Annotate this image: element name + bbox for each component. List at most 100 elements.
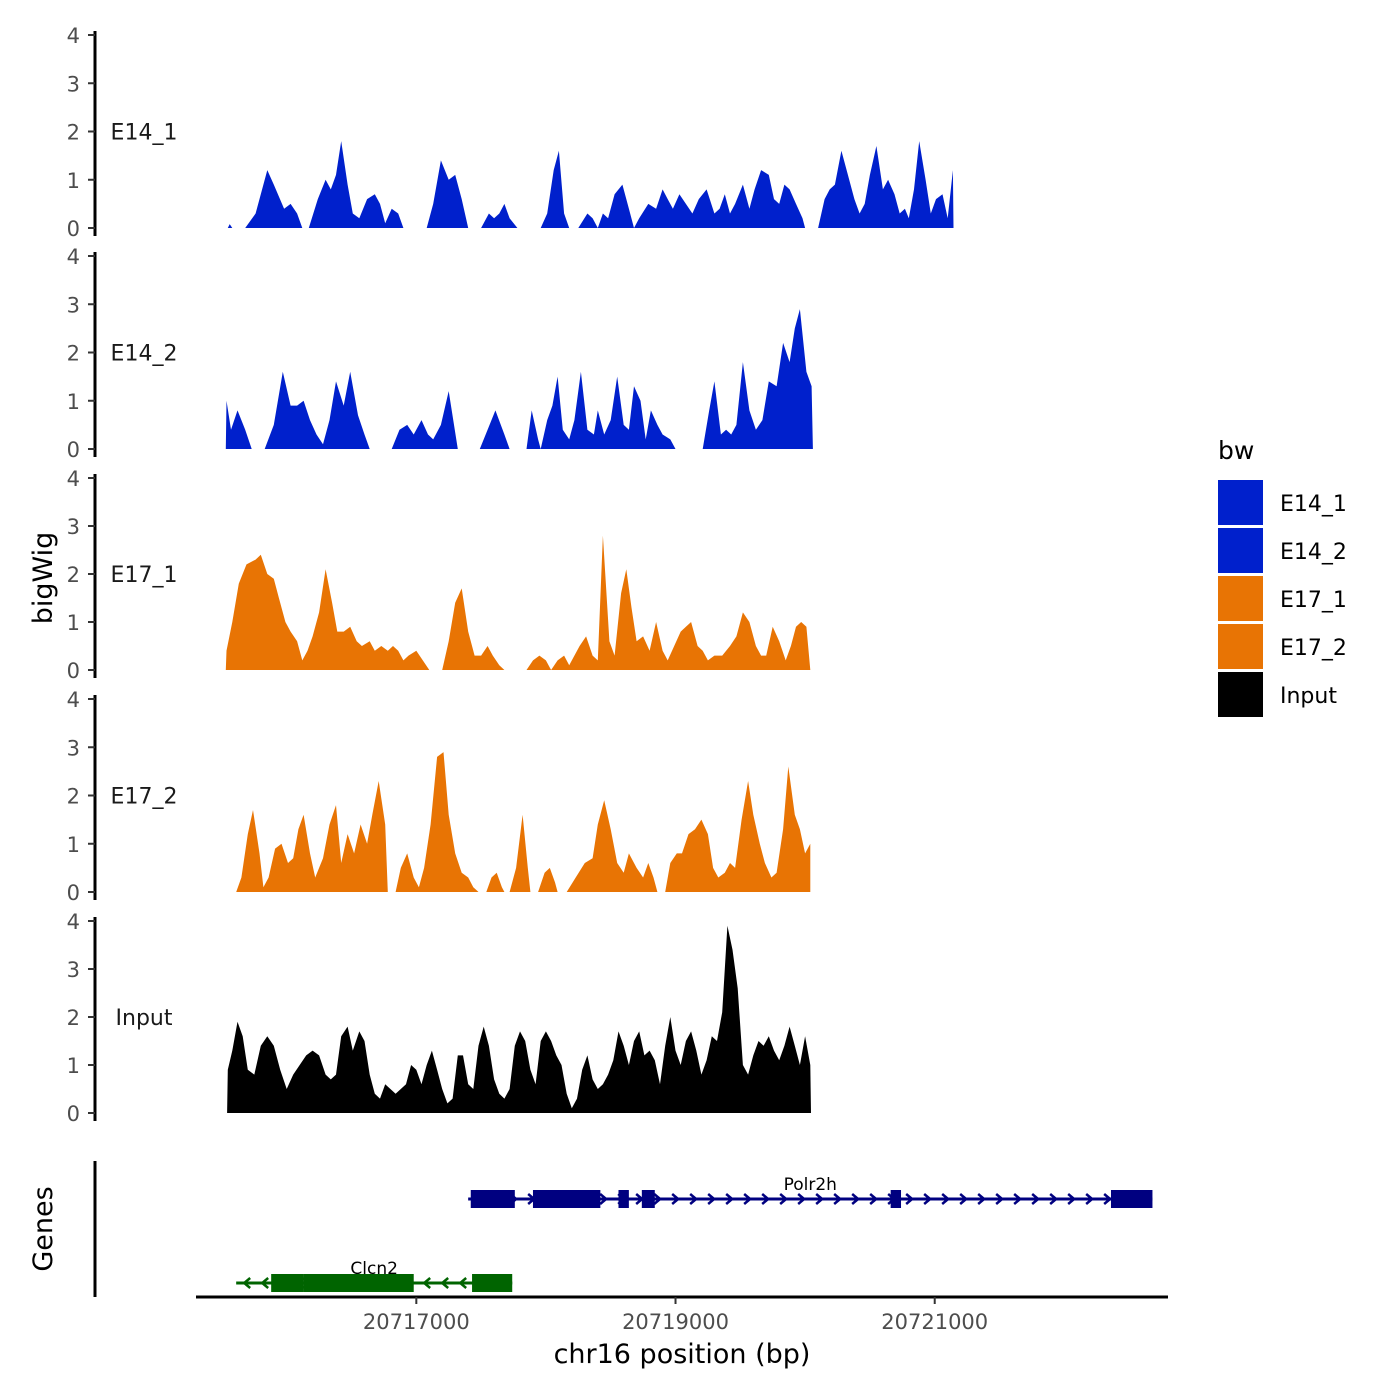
strand-arrow	[689, 1193, 699, 1205]
strand-arrow	[905, 1193, 915, 1205]
legend-title: bw	[1218, 436, 1254, 465]
strand-arrow	[725, 1193, 735, 1205]
x-tick-label: 20721000	[881, 1310, 988, 1334]
legend-label: E17_1	[1280, 588, 1347, 613]
exon	[532, 1190, 601, 1208]
strand-arrow	[242, 1277, 251, 1289]
strand-arrow	[422, 1277, 431, 1289]
y-tick-label: 1	[67, 169, 80, 193]
y-tick-label: 2	[67, 121, 80, 145]
y-tick-label: 3	[67, 736, 80, 760]
strand-arrow	[1049, 1193, 1059, 1205]
y-tick-label: 0	[67, 1102, 80, 1126]
strand-arrow	[869, 1193, 879, 1205]
y-tick-label: 3	[67, 958, 80, 982]
strand-arrow	[599, 1193, 609, 1205]
strand-arrow	[1085, 1193, 1095, 1205]
strand-arrow	[653, 1193, 663, 1205]
legend-swatch-E17_1	[1218, 576, 1263, 621]
y-tick-label: 1	[67, 1054, 80, 1078]
strand-arrow	[761, 1193, 771, 1205]
coverage-area-E17_2	[236, 752, 811, 892]
strand-arrow	[797, 1193, 807, 1205]
strand-arrow	[1031, 1193, 1041, 1205]
track-label: E14_2	[111, 342, 178, 367]
track-label: E17_2	[111, 785, 178, 810]
y-tick-label: 3	[67, 72, 80, 96]
strand-arrow	[707, 1193, 717, 1205]
strand-arrow	[440, 1277, 449, 1289]
strand-arrow	[923, 1193, 933, 1205]
genes-axis-title: Genes	[28, 1186, 59, 1271]
strand-arrow	[1103, 1193, 1113, 1205]
x-tick-label: 20719000	[622, 1310, 729, 1334]
exon	[271, 1274, 304, 1292]
strand-arrow	[833, 1193, 843, 1205]
exon	[470, 1190, 515, 1208]
y-tick-label: 2	[67, 342, 80, 366]
legend-swatch-E14_1	[1218, 480, 1263, 525]
coverage-area-Input	[227, 925, 812, 1113]
y-axis-title: bigWig	[28, 532, 59, 625]
legend-label: E14_1	[1280, 492, 1347, 517]
exon	[890, 1190, 902, 1208]
legend-swatch-Input	[1218, 672, 1263, 717]
strand-arrow	[1013, 1193, 1023, 1205]
track-Input: 0 1 2 3 4 Input	[67, 910, 812, 1126]
y-tick-label: 4	[67, 910, 80, 934]
exon	[303, 1274, 414, 1292]
strand-arrow	[941, 1193, 951, 1205]
legend-label: Input	[1280, 684, 1337, 709]
strand-arrow	[458, 1277, 467, 1289]
x-axis: 20717000 20719000 20721000	[196, 1295, 1168, 1334]
strand-arrow	[995, 1193, 1005, 1205]
track-E17_1: 0 1 2 3 4 E17_1	[67, 467, 811, 683]
track-E14_1: 0 1 2 3 4 E14_1	[67, 24, 954, 241]
legend-swatch-E17_2	[1218, 624, 1263, 669]
x-tick-label: 20717000	[363, 1310, 470, 1334]
legend: bw E14_1 E14_2 E17_1 E17_2 Input	[1218, 436, 1347, 717]
y-tick-label: 1	[67, 611, 80, 635]
y-tick-label: 2	[67, 1006, 80, 1030]
bigwig-tracks: 0 1 2 3 4 E14_1 0 1 2 3 4 E14_2 0 1 2 3 4 E17_1 0 1 2 3 4 E17_2…	[67, 24, 954, 1126]
y-tick-label: 2	[67, 563, 80, 587]
strand-arrow	[260, 1277, 269, 1289]
y-tick-label: 1	[67, 833, 80, 857]
y-tick-label: 4	[67, 24, 80, 48]
gene-Polr2h: Polr2h	[468, 1175, 1153, 1208]
track-label: E17_1	[111, 563, 178, 588]
strand-arrow	[1067, 1193, 1077, 1205]
exon	[641, 1190, 655, 1208]
exon	[472, 1274, 513, 1292]
y-tick-label: 3	[67, 293, 80, 317]
gene-annotation-track: Polr2h Clcn2	[93, 1161, 1153, 1297]
strand-arrow	[977, 1193, 987, 1205]
y-tick-label: 0	[67, 881, 80, 905]
exon	[1110, 1190, 1153, 1208]
track-label: Input	[116, 1006, 173, 1031]
strand-arrow	[851, 1193, 861, 1205]
y-tick-label: 1	[67, 390, 80, 414]
strand-arrow	[959, 1193, 969, 1205]
gene-Clcn2: Clcn2	[236, 1259, 513, 1292]
legend-swatch-E14_2	[1218, 528, 1263, 573]
legend-label: E14_2	[1280, 540, 1347, 565]
y-tick-label: 0	[67, 217, 80, 241]
y-tick-label: 0	[67, 659, 80, 683]
coverage-area-E14_2	[225, 309, 813, 449]
y-tick-label: 4	[67, 688, 80, 712]
exon	[618, 1190, 629, 1208]
track-E14_2: 0 1 2 3 4 E14_2	[67, 245, 813, 462]
gene-name-label: Polr2h	[784, 1175, 837, 1195]
y-tick-label: 3	[67, 515, 80, 539]
coverage-area-E17_1	[225, 535, 811, 670]
strand-arrow	[743, 1193, 753, 1205]
y-tick-label: 4	[67, 467, 80, 491]
y-tick-label: 2	[67, 785, 80, 809]
strand-arrow	[671, 1193, 681, 1205]
gene-name-label: Clcn2	[350, 1259, 398, 1279]
track-E17_2: 0 1 2 3 4 E17_2	[67, 688, 811, 905]
track-label: E14_1	[111, 121, 178, 146]
x-axis-title: chr16 position (bp)	[554, 1339, 811, 1370]
